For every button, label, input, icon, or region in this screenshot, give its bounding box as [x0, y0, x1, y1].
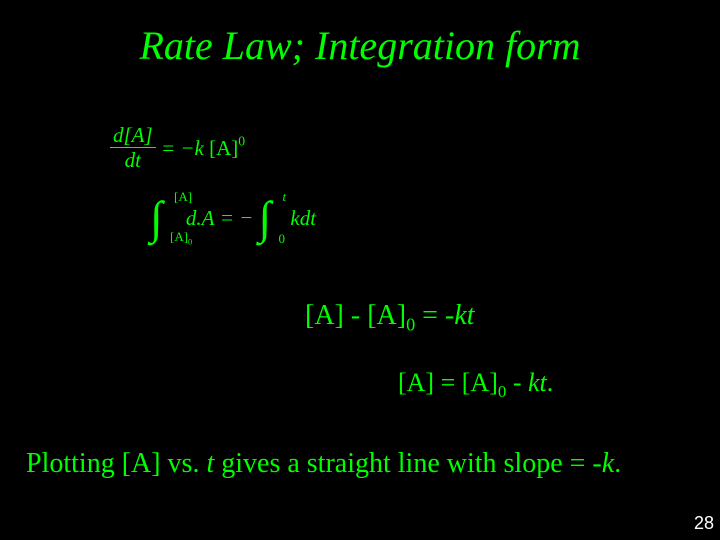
- equation-integral: [A] ∫ [A]0 d.A = − t ∫ 0 kdt: [150, 195, 316, 241]
- plot-description: Plotting [A] vs. t gives a straight line…: [26, 448, 621, 480]
- eq2-right-integrand: kdt: [290, 206, 316, 230]
- eq2-left-lower: [A]: [170, 229, 188, 244]
- plot-k: k: [602, 448, 614, 479]
- eq1-rhs-prefix: = −k: [161, 136, 204, 160]
- eq2-left-lower-sub: 0: [188, 237, 192, 247]
- eq2-right-lower: 0: [279, 231, 286, 247]
- eq2-eq-sign: = −: [220, 206, 259, 230]
- integral-sign-icon: ∫: [259, 195, 272, 241]
- slide-title: Rate Law; Integration form: [0, 22, 720, 69]
- integral-sign-icon: ∫: [150, 195, 163, 241]
- eq3-lhs-sub: 0: [406, 315, 415, 335]
- eq1-den: dt: [110, 148, 156, 173]
- equation-integrated-form-1: [A] - [A]0 = -kt: [305, 300, 475, 336]
- eq3-rhs-kt: kt: [454, 300, 474, 331]
- plot-pre: Plotting [A] vs.: [26, 448, 206, 479]
- eq1-rhs-base: [A]: [209, 136, 238, 160]
- plot-suffix: .: [614, 448, 621, 479]
- equation-differential: d[A] dt = −k [A]0: [110, 124, 245, 173]
- eq4-suffix: .: [547, 368, 554, 397]
- eq4-rhs-kt: kt: [528, 368, 547, 397]
- equation-integrated-form-2: [A] = [A]0 - kt.: [398, 368, 553, 402]
- eq4-rhs-pre: -: [506, 368, 528, 397]
- eq1-num: d[A]: [110, 124, 156, 148]
- eq3-rhs-pre: = -: [415, 300, 454, 331]
- eq3-lhs: [A] - [A]: [305, 300, 406, 331]
- page-number: 28: [694, 513, 714, 534]
- eq1-rhs-exp: 0: [238, 133, 245, 148]
- eq4-lhs: [A] = [A]: [398, 368, 498, 397]
- eq2-left-upper: [A]: [174, 189, 192, 205]
- plot-mid: gives a straight line with slope = -: [214, 448, 602, 479]
- eq2-left-integrand: d.A: [186, 206, 215, 230]
- eq2-right-upper: t: [283, 189, 287, 205]
